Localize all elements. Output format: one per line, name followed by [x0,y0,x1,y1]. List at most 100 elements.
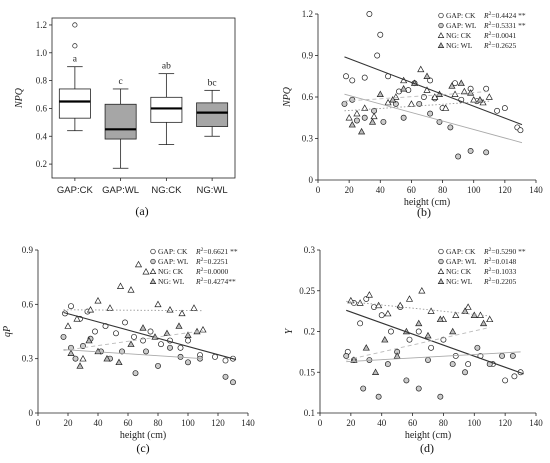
panel-d-trend-line-gap-ck [346,309,524,375]
panel-c-xtick-label: 60 [124,418,134,428]
panel-c-point-ng-wl [139,324,147,331]
panel-b-point-gap-wl [380,118,387,125]
panel-c-point-gap-ck [68,303,74,310]
panel-c-point-gap-wl [119,348,125,355]
panel-d-point-gap-ck [415,328,422,335]
panel-a-ytick-label: 1.2 [36,20,47,30]
panel-c-point-gap-ck [122,319,128,326]
panel-b-point-gap-wl [483,149,490,156]
panel-b-point-ng-wl [376,90,384,97]
panel-d-point-gap-wl [375,393,382,400]
panel-d-point-ng-wl [415,319,423,327]
panel-c-point-gap-wl [222,373,229,380]
panel-d-point-gap-ck [406,336,413,343]
panel-c-legend-r2-gap-ck: R2=0.6621 ** [195,247,238,256]
panel-b-ylabel: NPQ [282,86,293,108]
panel-b-point-gap-ck [517,127,524,134]
panel-c-xtick-label: 40 [94,418,104,428]
panel-b-point-ng-ck [485,93,493,100]
panel-c-point-gap-wl [132,370,139,377]
panel-b-point-gap-ck [349,77,356,84]
panel-b-point-gap-ck [427,77,434,84]
panel-c-xtick-label: 80 [154,418,164,428]
panel-d-legend-marker-gap-wl [438,258,444,265]
panel-b-xtick-label: 100 [467,185,481,195]
panel-a-category-label: GAP:CK [57,185,94,196]
panel-b-point-ng-wl [448,82,456,89]
panel-d-xtick-label: 120 [498,418,512,428]
panel-b-ytick-label: 0.6 [302,92,314,102]
panel-c-caption: (c) [136,441,149,455]
panel-d-point-ng-ck [375,301,383,309]
panel-c-point-ng-ck [154,300,162,308]
panel-b-point-ng-wl [389,96,397,103]
panel-c-xtick-label: 100 [181,418,195,428]
panel-a-outlier [72,22,78,28]
panel-d-point-ng-wl [362,344,370,351]
panel-d-point-ng-ck [365,291,373,298]
panel-b-point-gap-wl [467,147,474,154]
panel-b-point-gap-wl [455,153,462,160]
panel-c-xtick-label: 120 [211,418,225,428]
panel-a-ylabel: NPQ [14,87,25,109]
panel-a-ytick-label: 1.0 [36,48,48,58]
panel-d-point-gap-wl [403,377,410,384]
panel-c-point-ng-wl [175,322,183,329]
panel-a-significance-letter: bc [208,78,217,88]
panel-a-box [104,103,137,140]
panel-b-point-gap-ck [343,73,349,80]
panel-d-legend-r2-ng-wl: R2=0.2205 [483,277,516,286]
panel-b-xtick-label: 40 [376,185,386,195]
panel-a-ytick-label: 0.6 [36,103,48,113]
panel-d-caption: (d) [420,441,434,455]
panel-d-point-gap-ck [378,312,385,319]
panel-b-point-gap-ck [494,107,501,114]
panel-d-point-gap-ck [465,361,472,368]
panel-d-xtick-label: 60 [408,418,418,428]
panel-a-outlier [72,43,78,49]
panel-b-ytick-label: 0.3 [302,134,314,144]
panel-c-point-ng-ck [86,306,95,313]
panel-c-legend-label-ng-ck: NG: CK [158,267,184,276]
panel-d-point-gap-wl [425,357,431,363]
panel-c-legend-marker-ng-wl [149,278,157,284]
panel-c-point-ng-ck [134,260,143,268]
panel-a-significance-letter: c [119,77,123,87]
panel-d-ytick-label: 0.1 [304,408,315,418]
panel-a-caption: (a) [135,204,148,218]
panel-b-legend-r2-gap-ck: R2=0.4424 ** [483,11,526,20]
panel-c-point-gap-wl [230,379,236,386]
panel-c-trend-line-gap-wl [63,349,204,360]
panel-b-point-gap-wl [427,110,434,117]
panel-d-point-gap-ck [357,320,364,327]
panel-c-point-ng-wl [67,349,75,356]
panel-d-legend-label-gap-ck: GAP: CK [446,247,476,256]
panel-b-point-gap-ck [420,94,427,100]
panel-c-legend-marker-gap-ck [150,248,156,255]
panel-d-point-gap-ck [363,295,370,302]
panel-c-legend-marker-ng-ck [149,268,157,274]
panel-d-point-gap-wl [437,393,444,400]
panel-d-ytick-label: 0.25 [299,286,315,296]
panel-d-ytick-label: 0.3 [304,245,316,255]
panel-b-legend-marker-ng-wl [437,42,445,48]
panel-c-legend-r2-ng-ck: R2=0.0000 [195,267,228,276]
panel-b-point-gap-ck [501,105,508,112]
panel-c-point-ng-wl [103,354,111,362]
panel-d-point-ng-wl [393,352,401,359]
panel-d-point-gap-wl [343,353,350,359]
panel-b-legend-marker-gap-ck [438,12,444,19]
panel-b-xtick-label: 20 [345,185,355,195]
panel-b-point-gap-wl [349,96,356,103]
panel-d-point-ng-ck [452,311,460,318]
panel-d-point-ng-wl [424,331,432,339]
panel-c-point-gap-ck [185,337,191,344]
panel-c-point-ng-wl [94,347,102,355]
panel-c-point-ng-ck [127,286,135,293]
panel-d-point-gap-wl [474,344,481,351]
panel-b-legend-r2-ng-ck: R2=0.0041 [483,31,516,40]
panel-c-legend-marker-gap-wl [150,258,156,265]
panel-c-point-gap-wl [72,355,79,362]
panel-b-point-gap-wl [447,124,454,131]
panel-b-ytick-label: 1.2 [302,9,313,19]
